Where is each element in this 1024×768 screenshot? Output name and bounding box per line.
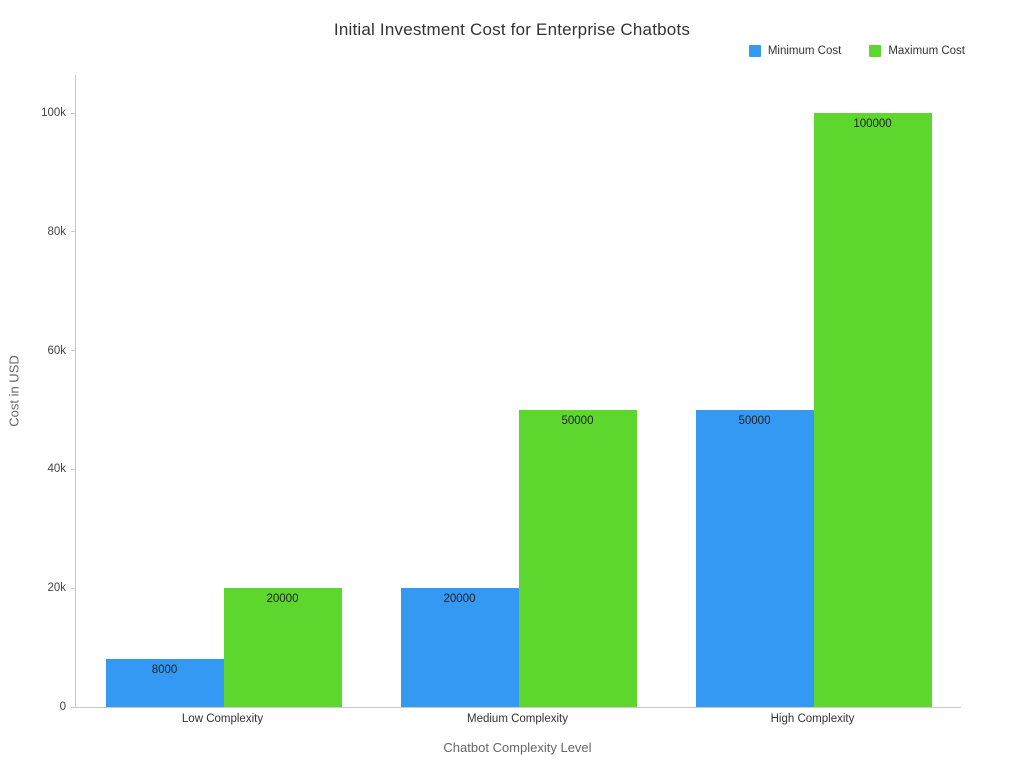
bar-value-label: 20000: [443, 593, 476, 606]
x-tick-label-low-complexity: Low Complexity: [181, 713, 264, 725]
legend-item-minimum-cost[interactable]: Minimum Cost: [748, 45, 842, 57]
y-tick-mark: [71, 587, 76, 589]
legend-item-maximum-cost[interactable]: Maximum Cost: [869, 45, 965, 57]
y-tick-mark: [71, 468, 76, 470]
x-axis-title: Chatbot Complexity Level: [443, 740, 592, 755]
bar-minimum-cost-low-complexity: 8000: [105, 659, 224, 707]
bar-value-label: 50000: [738, 415, 771, 428]
bar-minimum-cost-high-complexity: 50000: [695, 410, 814, 707]
y-tick-mark: [71, 350, 76, 352]
legend-swatch-maximum-cost: [869, 45, 882, 57]
legend: Minimum Cost Maximum Cost: [748, 45, 965, 57]
x-tick-label-high-complexity: High Complexity: [770, 713, 855, 725]
bar-value-label: 50000: [561, 415, 594, 428]
bar-group-medium-complexity: 20000 50000: [371, 75, 666, 707]
bar-minimum-cost-medium-complexity: 20000: [400, 588, 519, 707]
y-tick-label: 0: [59, 701, 66, 713]
bar-group-high-complexity: 50000 100000: [666, 75, 961, 707]
y-tick-mark: [71, 706, 76, 708]
y-tick-mark: [71, 112, 76, 114]
plot-area: 0 20k 40k 60k 80k 100k 8000 20000 20000 50000 500…: [41, 75, 961, 713]
legend-label: Maximum Cost: [888, 45, 965, 57]
x-axis-ticks: Low Complexity Medium Complexity High Comp…: [75, 713, 960, 725]
bar-maximum-cost-medium-complexity: 50000: [518, 410, 637, 707]
legend-swatch-minimum-cost: [748, 45, 761, 57]
bar-maximum-cost-high-complexity: 100000: [813, 113, 932, 707]
bar-value-label: 100000: [853, 118, 892, 131]
x-tick-label-medium-complexity: Medium Complexity: [467, 713, 568, 725]
bar-value-label: 20000: [266, 593, 299, 606]
y-tick-label: 20k: [47, 582, 66, 595]
y-tick-label: 80k: [47, 225, 66, 238]
bar-value-label: 8000: [151, 664, 178, 677]
bar-maximum-cost-low-complexity: 20000: [223, 588, 342, 707]
bar-group-low-complexity: 8000 20000: [76, 75, 371, 707]
y-axis-title: Cost in USD: [6, 355, 22, 427]
chart-title: Initial Investment Cost for Enterprise C…: [333, 20, 691, 39]
y-tick-label: 60k: [47, 344, 66, 357]
y-tick-label: 100k: [41, 107, 66, 120]
y-tick-mark: [71, 231, 76, 233]
legend-label: Minimum Cost: [767, 45, 842, 57]
bars-area: 8000 20000 20000 50000 50000 100000: [76, 75, 961, 707]
y-tick-label: 40k: [47, 463, 66, 476]
y-axis-ticks: 0 20k 40k 60k 80k 100k: [41, 75, 961, 713]
